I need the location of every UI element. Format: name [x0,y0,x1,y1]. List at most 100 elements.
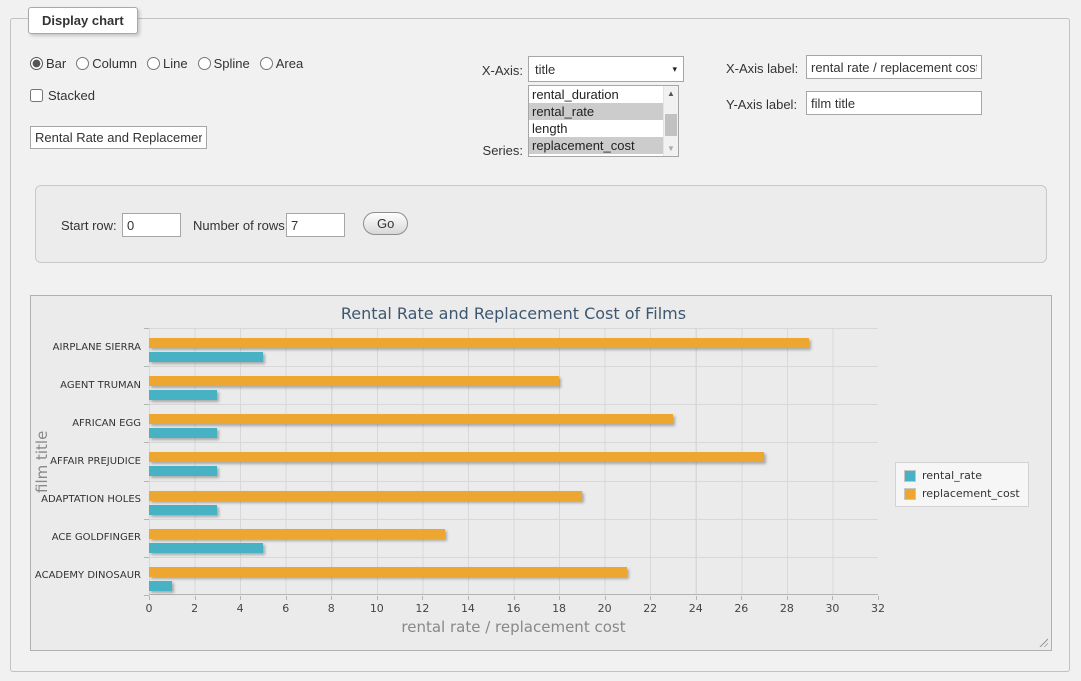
resize-handle-icon[interactable] [1038,637,1048,647]
x-tick-mark [149,596,150,600]
rental_rate-bar [149,580,172,591]
y-axis-label-input[interactable] [806,91,982,115]
category-label: ACE GOLDFINGER [51,532,141,544]
chart-type-radio-column[interactable] [76,57,90,70]
y-axis-label-label: Y-Axis label: [726,97,798,112]
x-tick-mark [786,596,788,600]
x-tick-mark [741,596,743,600]
y-tick-mark [144,328,149,329]
replacement_cost-bar [149,414,673,425]
scrollbar-thumb[interactable] [665,114,677,136]
x-tick-label: 30 [825,602,840,615]
series-option-rental_rate[interactable]: rental_rate [529,103,663,120]
x-tick-mark [331,596,333,600]
chart-type-label: Column [92,56,138,71]
chart-type-label: Line [163,56,188,71]
category-axis-labels: AIRPLANE SIERRA AGENT TRUMAN AFRICAN EGG AF… [31,328,141,595]
chart-title-input[interactable] [30,126,207,149]
y-tick-mark [144,557,149,558]
plot-area [149,328,878,595]
x-tick-label: 14 [460,602,475,615]
category-label: ACADEMY DINOSAUR [34,570,141,582]
x-axis-selected-value: title [535,61,556,77]
x-tick-mark [650,596,652,600]
replacement_cost-bar [149,566,628,577]
chart-type-label: Area [275,56,304,71]
x-tick-label: 26 [734,602,749,615]
x-tick-label: 0 [145,602,153,615]
x-tick-label: 10 [369,602,384,615]
x-axis-select[interactable]: title ▾ [528,56,684,82]
chart-type-radio-line[interactable] [147,57,161,70]
x-axis-select-label: X-Axis: [481,63,523,78]
chart-type-option-area[interactable]: Area [259,56,304,71]
number-of-rows-input[interactable] [286,213,345,237]
series-option-length[interactable]: length [532,121,568,136]
series-scrollbar[interactable]: ▲ ▼ [663,86,678,156]
series-multiselect[interactable]: rental_duration rental_rate length replacem… [528,85,679,157]
stacked-checkbox[interactable] [30,89,43,102]
chart-type-radio-bar[interactable] [30,57,43,70]
chart-type-option-spline[interactable]: Spline [197,56,250,71]
replacement_cost-bar [149,452,764,463]
replacement_cost-bar [149,376,559,387]
chart-type-radio-spline[interactable] [197,57,211,70]
replacement_cost-bar [149,490,582,501]
x-tick-label: 28 [779,602,794,615]
chart-type-label: Spline [213,56,250,71]
series-option-rental_duration[interactable]: rental_duration [532,87,619,102]
scroll-down-icon[interactable]: ▼ [667,144,675,153]
start-row-input[interactable] [122,213,181,237]
x-tick-label: 20 [597,602,612,615]
chart-type-radio-area[interactable] [259,57,273,70]
legend-label: replacement_cost [922,487,1020,500]
x-axis-title: rental rate / replacement cost [401,618,626,636]
start-row-label: Start row: [61,218,117,233]
stacked-row: Stacked [30,88,95,103]
x-axis-label-input[interactable] [806,55,982,79]
series-option-replacement_cost[interactable]: replacement_cost [529,137,663,154]
category-band [149,443,878,482]
y-tick-mark [144,442,149,443]
x-tick-mark [513,596,515,600]
x-tick-label: 4 [236,602,244,615]
x-tick-mark [878,596,879,600]
fieldset-legend: Display chart [28,7,138,34]
y-tick-mark [144,481,149,482]
category-label: ADAPTATION HOLES [41,494,141,506]
replacement_cost-bar [149,338,810,348]
x-tick-label: 18 [552,602,567,615]
x-tick-label: 12 [415,602,430,615]
category-label: AFRICAN EGG [72,417,141,429]
chart-type-radio-group: Bar Column Line Spline Area [30,56,309,71]
chart-type-option-column[interactable]: Column [76,56,137,71]
chart-type-option-line[interactable]: Line [147,56,188,71]
x-axis-label-label: X-Axis label: [726,61,799,76]
category-label: AGENT TRUMAN [60,379,141,391]
rental_rate-bar [149,390,218,401]
series-options: rental_duration rental_rate length replacem… [529,86,663,156]
y-tick-mark [144,519,149,520]
chart-type-option-bar[interactable]: Bar [30,56,66,71]
legend-item-rental_rate[interactable]: rental_rate [904,469,1020,482]
y-tick-mark [144,366,149,367]
category-label: AFFAIR PREJUDICE [50,455,141,467]
x-tick-label: 24 [688,602,703,615]
x-tick-label: 16 [506,602,521,615]
rental_rate-bar [149,352,263,362]
x-tick-label: 32 [871,602,885,615]
chart-type-label: Bar [46,56,67,71]
rental_rate-bar [149,542,263,553]
stacked-label: Stacked [48,88,95,103]
x-tick-mark [559,596,561,600]
x-tick-label: 8 [327,602,335,615]
legend-item-replacement_cost[interactable]: replacement_cost [904,487,1020,500]
x-tick-label: 6 [282,602,290,615]
category-band [149,482,878,520]
go-button[interactable]: Go [363,212,409,235]
rental_rate-bar [149,466,218,477]
category-band [149,558,878,596]
x-tick-mark [240,596,242,600]
scroll-up-icon[interactable]: ▲ [667,89,675,98]
